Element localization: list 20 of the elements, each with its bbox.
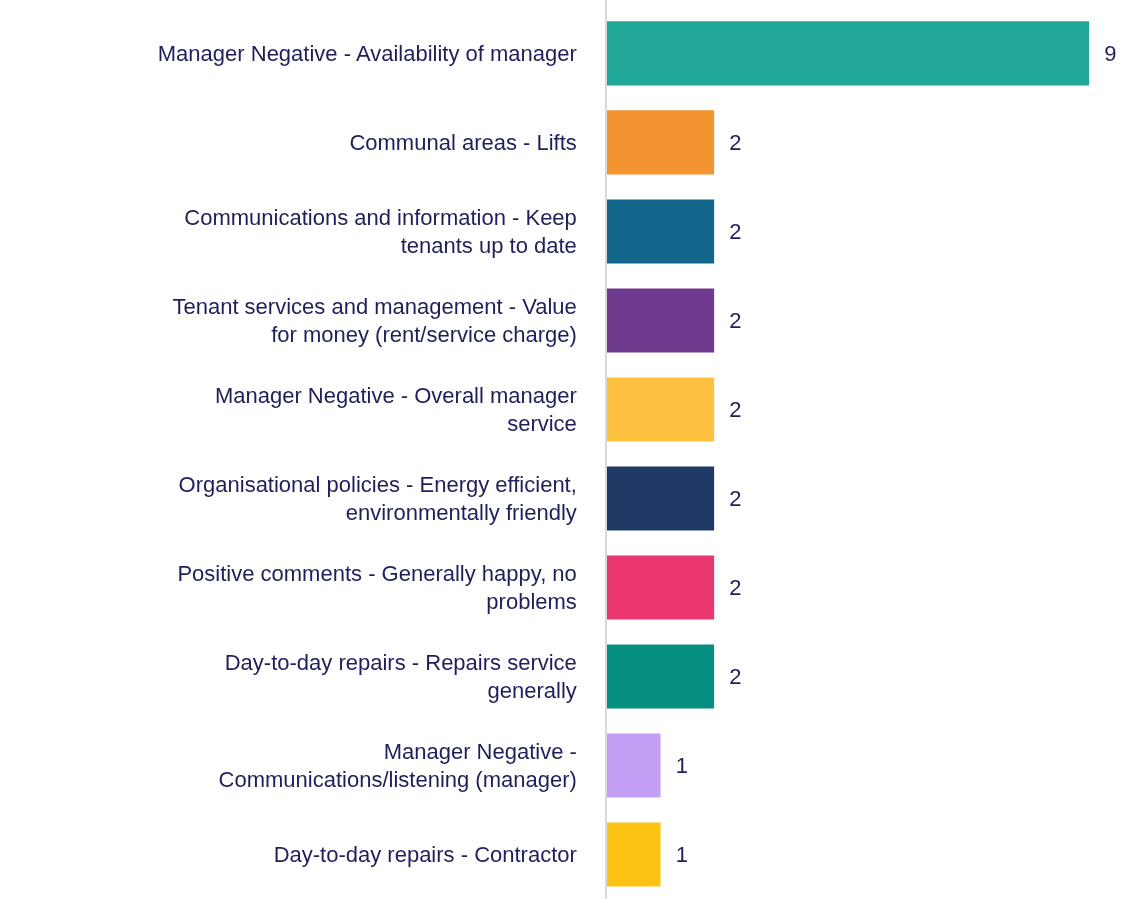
y-tick-label: Manager Negative - Communications/listening (manager) [218,738,577,793]
data-label: 2 [717,663,742,689]
data-label: 1 [663,841,689,867]
data-label: 9 [1092,40,1117,66]
y-tick-label: Positive comments - Generally happy, no problems [177,560,577,615]
y-tick-label: Organisational policies - Energy efficient, environmentally friendly [178,471,577,526]
y-tick-label: Day-to-day repairs - Repairs service generally [224,649,577,704]
y-tick-label: Manager Negative - Overall manager service [214,382,577,437]
data-label: 2 [717,485,742,511]
data-label: 2 [717,129,742,155]
y-tick-label: Communal areas - Lifts [349,130,577,156]
y-tick-label: Manager Negative - Availability of manager [157,41,577,67]
data-label: 2 [717,218,742,244]
data-label: 1 [663,752,689,778]
y-tick-label: Day-to-day repairs - Contractor [273,842,577,868]
y-tick-label: Tenant services and management - Value for money (rent/service charge) [172,293,577,348]
data-label: 2 [717,396,742,422]
y-tick-label: Communications and information - Keep tenants up to date [184,204,577,259]
data-label: 2 [717,574,742,600]
data-label: 2 [717,307,742,333]
